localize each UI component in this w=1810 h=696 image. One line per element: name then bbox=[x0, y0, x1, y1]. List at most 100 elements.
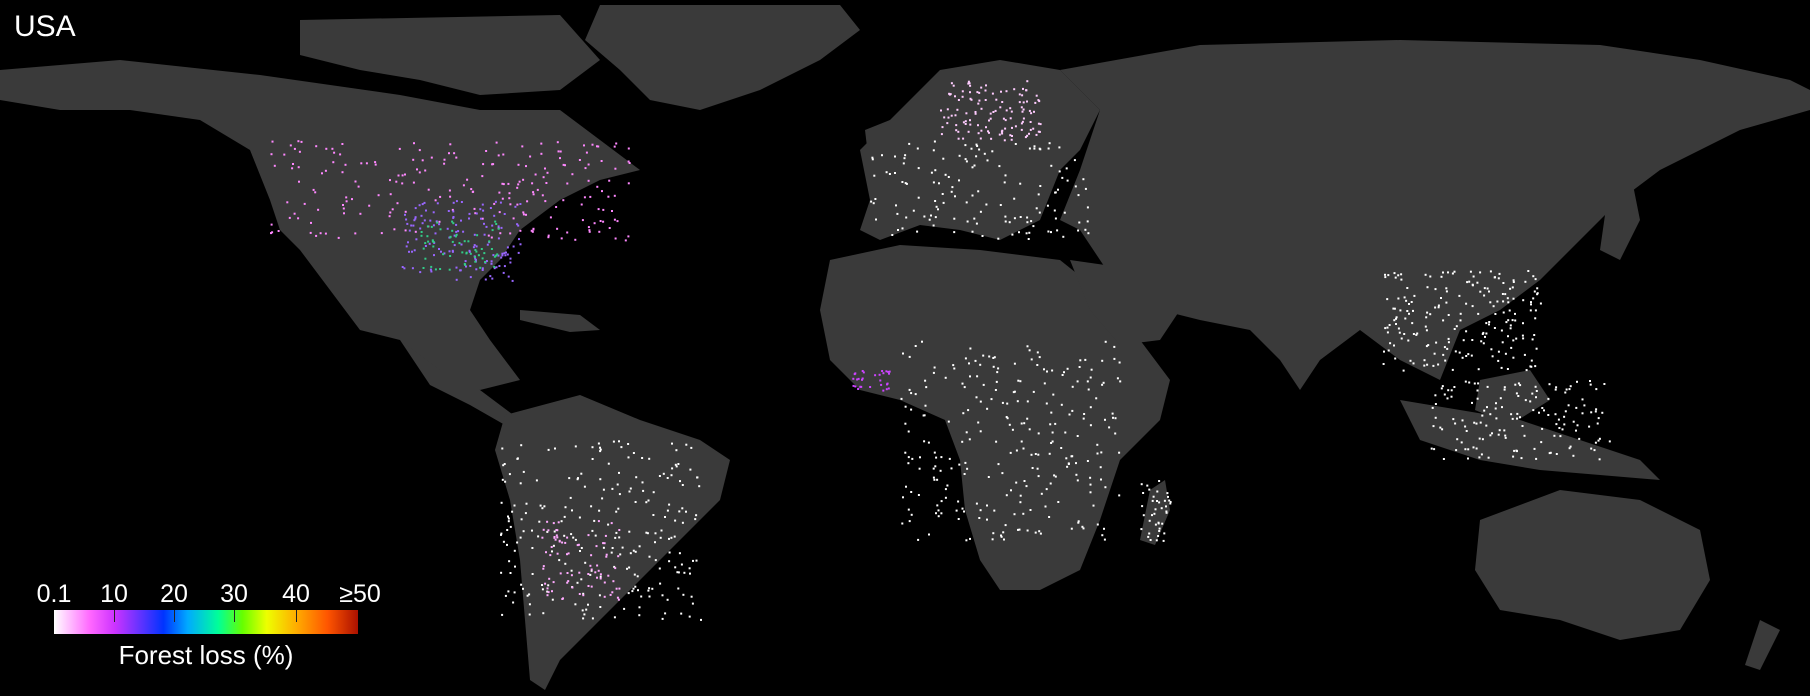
forest-loss-pixel bbox=[403, 267, 406, 270]
forest-loss-pixel bbox=[934, 200, 937, 202]
forest-loss-pixel bbox=[541, 194, 544, 197]
forest-loss-pixel bbox=[1525, 369, 1528, 372]
forest-loss-pixel bbox=[576, 544, 579, 547]
forest-loss-pixel bbox=[928, 533, 930, 536]
forest-loss-pixel bbox=[990, 398, 993, 401]
forest-loss-pixel bbox=[1477, 382, 1480, 385]
forest-loss-pixel bbox=[1077, 520, 1080, 523]
forest-loss-pixel bbox=[668, 551, 671, 554]
forest-loss-pixel bbox=[937, 515, 940, 518]
forest-loss-pixel bbox=[1032, 390, 1035, 393]
forest-loss-pixel bbox=[1516, 412, 1519, 415]
forest-loss-pixel bbox=[1549, 451, 1552, 454]
forest-loss-pixel bbox=[1538, 411, 1540, 414]
forest-loss-pixel bbox=[618, 529, 621, 531]
forest-loss-pixel bbox=[971, 194, 974, 197]
forest-loss-pixel bbox=[1461, 419, 1464, 422]
forest-loss-pixel bbox=[374, 161, 377, 164]
forest-loss-pixel bbox=[881, 370, 884, 372]
forest-loss-pixel bbox=[971, 230, 974, 233]
forest-loss-pixel bbox=[580, 578, 583, 581]
forest-loss-pixel bbox=[1050, 411, 1053, 414]
forest-loss-pixel bbox=[652, 491, 655, 494]
forest-loss-pixel bbox=[961, 90, 964, 93]
forest-loss-pixel bbox=[1488, 321, 1491, 323]
forest-loss-pixel bbox=[547, 448, 550, 451]
forest-loss-pixel bbox=[651, 587, 654, 590]
forest-loss-pixel bbox=[648, 595, 651, 598]
forest-loss-pixel bbox=[1033, 110, 1035, 113]
forest-loss-pixel bbox=[1541, 427, 1544, 430]
forest-loss-pixel bbox=[1384, 327, 1387, 330]
forest-loss-pixel bbox=[454, 235, 457, 238]
forest-loss-pixel bbox=[991, 150, 994, 153]
forest-loss-pixel bbox=[999, 106, 1002, 109]
forest-loss-pixel bbox=[938, 182, 940, 185]
forest-loss-pixel bbox=[607, 574, 610, 577]
forest-loss-pixel bbox=[914, 345, 917, 347]
forest-loss-pixel bbox=[1444, 359, 1447, 362]
forest-loss-pixel bbox=[912, 209, 915, 212]
forest-loss-pixel bbox=[1515, 449, 1518, 452]
forest-loss-pixel bbox=[1440, 297, 1442, 299]
forest-loss-pixel bbox=[559, 150, 562, 153]
forest-loss-pixel bbox=[596, 145, 598, 148]
forest-loss-pixel bbox=[401, 174, 404, 177]
forest-loss-pixel bbox=[1427, 344, 1430, 347]
forest-loss-pixel bbox=[474, 256, 476, 259]
forest-loss-pixel bbox=[543, 505, 546, 508]
legend-tick-label: 0.1 bbox=[36, 580, 72, 608]
forest-loss-pixel bbox=[424, 242, 427, 245]
forest-loss-pixel bbox=[1066, 179, 1069, 182]
forest-loss-pixel bbox=[908, 388, 911, 391]
forest-loss-pixel bbox=[576, 478, 579, 481]
forest-loss-pixel bbox=[1561, 428, 1564, 431]
forest-loss-pixel bbox=[962, 137, 965, 140]
forest-loss-pixel bbox=[1523, 353, 1526, 356]
forest-loss-pixel bbox=[1113, 357, 1116, 360]
forest-loss-pixel bbox=[1563, 423, 1566, 426]
forest-loss-pixel bbox=[988, 131, 990, 134]
forest-loss-pixel bbox=[1461, 356, 1464, 359]
forest-loss-pixel bbox=[1064, 431, 1067, 434]
forest-loss-pixel bbox=[1000, 535, 1003, 538]
forest-loss-pixel bbox=[1035, 133, 1038, 136]
forest-loss-pixel bbox=[1447, 341, 1450, 344]
forest-loss-pixel bbox=[511, 279, 514, 282]
forest-loss-pixel bbox=[627, 456, 630, 459]
forest-loss-pixel bbox=[978, 148, 981, 151]
forest-loss-pixel bbox=[1429, 313, 1432, 316]
forest-loss-pixel bbox=[571, 586, 574, 589]
forest-loss-pixel bbox=[609, 593, 612, 596]
forest-loss-pixel bbox=[1057, 188, 1059, 191]
forest-loss-pixel bbox=[1018, 528, 1021, 531]
forest-loss-pixel bbox=[1037, 475, 1040, 478]
forest-loss-pixel bbox=[408, 250, 410, 253]
forest-loss-pixel bbox=[434, 232, 437, 235]
forest-loss-pixel bbox=[567, 552, 570, 555]
forest-loss-pixel bbox=[907, 456, 910, 459]
forest-loss-pixel bbox=[966, 467, 969, 470]
forest-loss-pixel bbox=[1453, 328, 1456, 330]
forest-loss-pixel bbox=[993, 509, 996, 512]
forest-loss-pixel bbox=[661, 617, 664, 620]
forest-loss-pixel bbox=[546, 594, 549, 597]
forest-loss-pixel bbox=[559, 572, 562, 575]
forest-loss-pixel bbox=[297, 217, 300, 220]
forest-loss-pixel bbox=[932, 476, 935, 479]
forest-loss-pixel bbox=[681, 484, 684, 486]
forest-loss-pixel bbox=[1014, 143, 1017, 145]
forest-loss-pixel bbox=[1575, 406, 1578, 409]
forest-loss-pixel bbox=[975, 396, 978, 399]
forest-loss-pixel bbox=[974, 111, 977, 113]
forest-loss-pixel bbox=[501, 252, 504, 255]
forest-loss-pixel bbox=[451, 229, 454, 232]
forest-loss-pixel bbox=[1004, 524, 1007, 527]
forest-loss-pixel bbox=[1521, 425, 1524, 427]
forest-loss-pixel bbox=[968, 362, 970, 365]
forest-loss-pixel bbox=[520, 518, 523, 521]
forest-loss-pixel bbox=[365, 162, 368, 165]
forest-loss-pixel bbox=[1539, 302, 1542, 305]
forest-loss-pixel bbox=[1534, 278, 1537, 281]
forest-loss-pixel bbox=[1454, 350, 1457, 353]
